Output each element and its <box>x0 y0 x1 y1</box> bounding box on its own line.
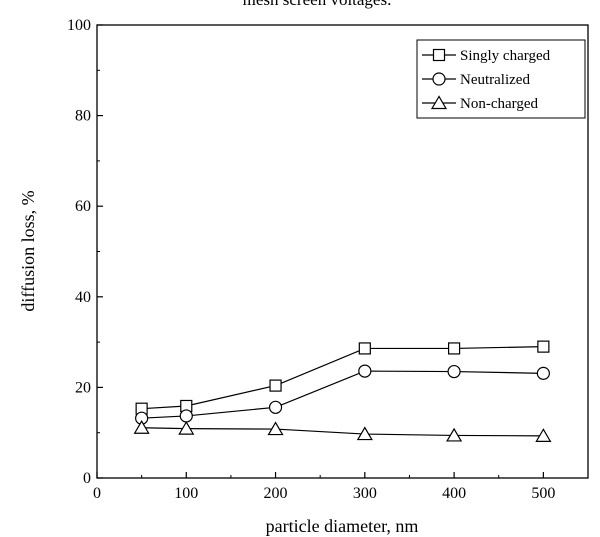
series-circle <box>135 364 550 425</box>
series-line <box>141 346 544 410</box>
y-tick-label: 60 <box>75 198 91 215</box>
x-axis-title: particle diameter, nm <box>266 516 419 536</box>
y-tick-label: 0 <box>83 470 91 487</box>
data-point-triangle <box>178 420 195 435</box>
data-point-triangle <box>535 428 552 442</box>
data-point-circle <box>179 409 193 423</box>
x-tick-label: 300 <box>353 485 377 502</box>
legend-item: Singly charged <box>422 48 551 64</box>
data-point-triangle <box>356 426 373 441</box>
x-tick-label: 100 <box>174 485 198 502</box>
data-point-circle <box>268 400 283 414</box>
legend-item: Non-charged <box>422 95 539 112</box>
legend-label: Non-charged <box>460 96 539 112</box>
y-tick-label: 40 <box>75 289 91 306</box>
chart-title: mesh screen voltages. <box>243 0 392 9</box>
x-tick-label: 400 <box>442 485 466 502</box>
y-axis-title: diffusion loss, % <box>18 190 38 311</box>
legend-label: Neutralized <box>460 72 530 88</box>
data-point-circle <box>536 366 550 380</box>
data-point-triangle <box>267 421 284 436</box>
data-point-triangle <box>446 427 463 442</box>
y-tick-label: 80 <box>75 108 91 125</box>
data-point-square <box>358 342 371 355</box>
x-tick-label: 0 <box>93 485 101 502</box>
x-tick-label: 500 <box>531 485 555 502</box>
series-layer <box>133 340 552 442</box>
axis-ticks: 0 100 200 300 400 500 0 20 40 60 80 100 <box>67 17 555 502</box>
legend-label: Singly charged <box>460 48 551 64</box>
legend-marker-square <box>432 48 446 62</box>
data-point-square <box>537 340 550 353</box>
y-tick-label: 100 <box>67 17 91 34</box>
legend-marker-circle <box>432 72 446 86</box>
legend-item: Neutralized <box>422 72 530 88</box>
data-point-circle <box>447 364 461 379</box>
legend: Singly charged Neutralized Non-charged <box>416 39 586 119</box>
data-point-square <box>269 379 282 392</box>
series-square <box>135 340 550 415</box>
y-tick-label: 20 <box>75 379 91 396</box>
data-point-square <box>447 342 461 355</box>
series-triangle <box>133 420 552 442</box>
data-point-circle <box>358 364 372 378</box>
x-tick-label: 200 <box>264 485 288 502</box>
series-line <box>141 427 544 437</box>
data-point-triangle <box>133 420 150 434</box>
legend-marker-triangle <box>430 95 448 110</box>
series-line <box>141 370 544 419</box>
